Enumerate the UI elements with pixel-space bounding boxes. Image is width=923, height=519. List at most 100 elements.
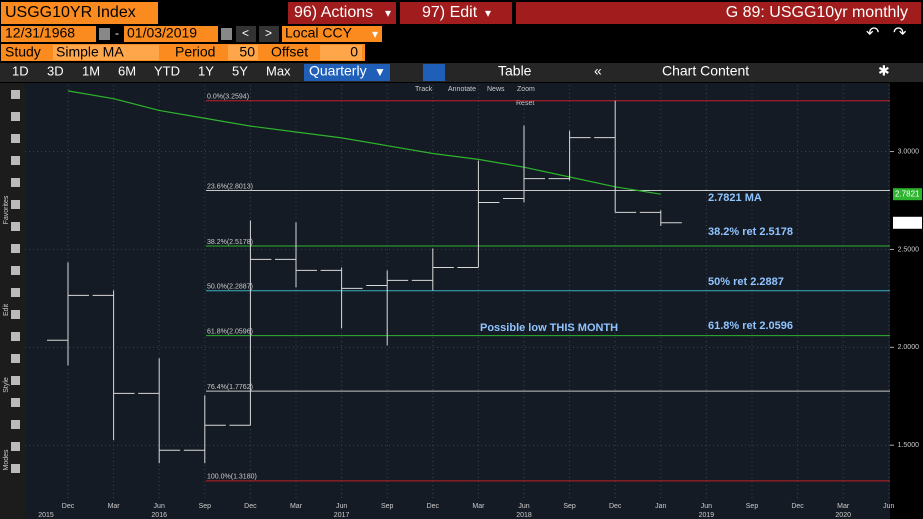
x-year-label: 2016 (151, 512, 167, 519)
range-button[interactable]: YTD (154, 63, 180, 78)
calendar-icon[interactable] (221, 28, 232, 40)
range-button[interactable]: Max (266, 63, 291, 78)
range-bar (0, 63, 923, 82)
offset-label: Offset (271, 44, 308, 60)
offset: 0 (350, 44, 358, 60)
tool-icon[interactable] (11, 376, 20, 385)
end-box[interactable] (124, 26, 218, 42)
tool-icon[interactable] (11, 178, 20, 187)
range-button[interactable]: 6M (118, 63, 136, 78)
range-button[interactable]: 1Y (198, 63, 214, 78)
currency-box[interactable] (282, 26, 382, 42)
x-tick-label: Dec (791, 503, 804, 510)
study-field[interactable] (53, 45, 159, 60)
x-tick-label: Mar (108, 503, 121, 510)
range-button[interactable]: 5Y (232, 63, 248, 78)
annotation: 61.8% ret 2.0596 (708, 320, 793, 332)
frequency: Quarterly (309, 63, 367, 79)
tool-icon[interactable] (11, 90, 20, 99)
next-button[interactable] (259, 26, 279, 42)
security: USGG10YR Index (5, 4, 136, 21)
x-tick-label: Dec (427, 503, 440, 510)
tool-icon[interactable] (11, 266, 20, 275)
collapse-icon[interactable]: « (594, 63, 602, 79)
x-tick-label: Mar (290, 503, 303, 510)
title-bar (516, 2, 921, 24)
frequency-button[interactable] (304, 64, 390, 81)
prev-button[interactable] (236, 26, 256, 42)
start-date: 12/31/1968 (5, 25, 75, 41)
tool-icon[interactable] (11, 156, 20, 165)
x-tick-label: Mar (837, 503, 850, 510)
side-label: Modes (3, 449, 10, 471)
y-tick-label: 2.0000 (898, 344, 920, 351)
fib-label: 76.4%(1.7762) (207, 384, 253, 391)
start-box[interactable] (1, 26, 96, 42)
y-tick-label: 2.5000 (898, 246, 920, 253)
chart-background (25, 83, 923, 519)
x-year-label: 2020 (835, 512, 851, 519)
side-label: Edit (3, 304, 10, 316)
range-button[interactable]: 1M (82, 63, 100, 78)
fib-label: 0.0%(3.2594) (207, 94, 249, 101)
undo-icon[interactable]: ↶ (866, 25, 879, 42)
tool-icon[interactable] (11, 112, 20, 121)
range-button[interactable]: 1D (12, 63, 29, 78)
y-axis-area (890, 83, 923, 519)
tool-icon[interactable] (11, 310, 20, 319)
fib-label: 61.8%(2.0596) (207, 328, 253, 335)
last-value-box (893, 216, 922, 229)
tool-icon[interactable] (11, 442, 20, 451)
bar-type-button[interactable] (423, 64, 445, 81)
x-year-label: 2019 (699, 512, 715, 519)
tool-icon[interactable] (11, 134, 20, 143)
study-name: Simple MA (56, 44, 124, 60)
period: 50 (239, 44, 255, 60)
offset-field[interactable] (320, 45, 362, 60)
x-tick-label: Sep (563, 503, 576, 510)
end-date: 01/03/2019 (127, 25, 197, 41)
y-tick-label: 1.5000 (898, 442, 920, 449)
chart-content-button[interactable]: Chart Content (662, 63, 749, 79)
tool-icon[interactable] (11, 354, 20, 363)
x-year-label: 2015 (38, 512, 54, 519)
x-tick-label: Sep (199, 503, 212, 510)
redo-icon[interactable]: ↷ (893, 25, 907, 42)
tool-icon[interactable] (11, 464, 20, 473)
table-button[interactable]: Table (498, 63, 532, 79)
actions-button[interactable] (288, 2, 396, 24)
security-box[interactable] (1, 2, 158, 24)
range-button[interactable]: 3D (47, 63, 64, 78)
y-tick-label: 3.0000 (898, 148, 920, 155)
fib-label: 38.2%(2.5178) (207, 239, 253, 246)
edit-button[interactable] (400, 2, 512, 24)
ma-line (67, 90, 661, 195)
side-label: Style (3, 377, 10, 393)
caret: ▼ (374, 65, 386, 79)
edit: 97) Edit (422, 4, 478, 21)
x-tick-label: Mar (472, 503, 485, 510)
tool-icon[interactable] (11, 200, 20, 209)
x-tick-label: Dec (244, 503, 257, 510)
tool-icon[interactable] (11, 332, 20, 341)
x-year-label: 2018 (516, 512, 532, 519)
tool-icon[interactable] (11, 398, 20, 407)
tool-button[interactable]: News (487, 86, 505, 93)
reset-button[interactable]: Reset (516, 100, 534, 107)
caret: ▾ (485, 6, 491, 20)
tool-icon[interactable] (11, 288, 20, 297)
tool-icon[interactable] (11, 222, 20, 231)
x-tick-label: Dec (62, 503, 75, 510)
settings-icon[interactable]: ✱ (878, 63, 890, 79)
tool-icon[interactable] (11, 420, 20, 429)
caret: ▾ (385, 6, 391, 20)
calendar-icon[interactable] (99, 28, 110, 40)
tool-icon[interactable] (11, 244, 20, 253)
period-label: Period (175, 44, 215, 60)
tool-button[interactable]: Track (415, 86, 433, 93)
tool-button[interactable]: Zoom (517, 86, 535, 93)
study-label: Study (5, 44, 41, 60)
side-label: Favorites (3, 195, 10, 224)
period-field[interactable] (228, 45, 258, 60)
tool-button[interactable]: Annotate (448, 86, 476, 93)
